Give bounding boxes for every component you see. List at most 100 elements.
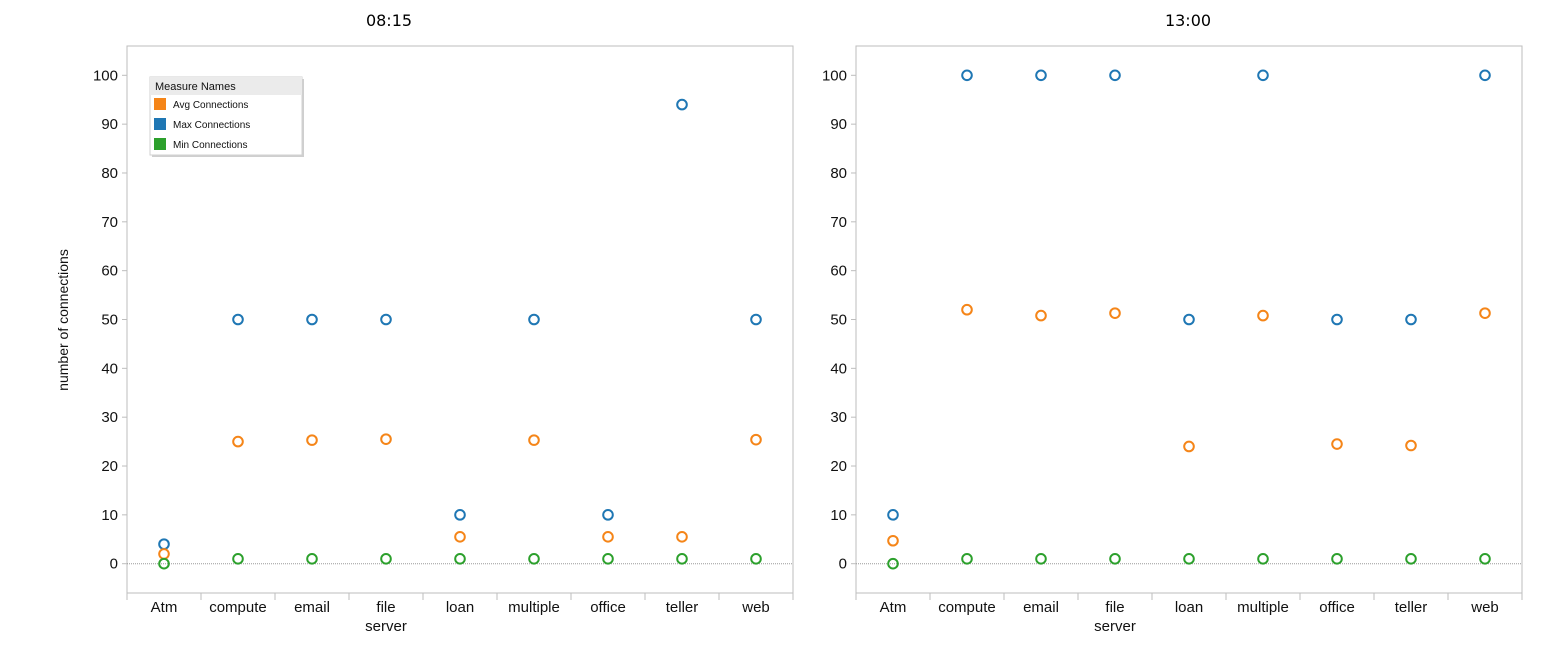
point-avg-web [750, 433, 762, 446]
y-tick-label: 70 [101, 214, 118, 231]
point-min-file-server [1109, 553, 1121, 565]
y-tick-label: 90 [101, 116, 118, 133]
x-tick-label: email [1023, 599, 1059, 616]
y-tick-label: 30 [101, 409, 118, 426]
point-avg-multiple [1257, 309, 1269, 322]
point-avg-loan [1183, 440, 1195, 453]
x-tick-label: loan [446, 599, 474, 616]
point-max-loan [1183, 313, 1195, 326]
point-max-web [750, 313, 762, 326]
point-avg-multiple [528, 434, 540, 446]
point-min-loan [454, 553, 466, 565]
x-tick-label: compute [938, 599, 996, 616]
x-tick-label: multiple [508, 599, 560, 616]
x-tick-label: office [590, 599, 626, 616]
y-tick-label: 60 [101, 263, 118, 280]
point-min-office [602, 553, 614, 565]
point-avg-compute [232, 435, 244, 448]
point-avg-Atm [158, 548, 170, 560]
y-axis-label: number of connections [55, 249, 71, 391]
point-max-file-server [1109, 69, 1121, 82]
legend-swatch [154, 138, 166, 150]
y-tick-label: 40 [830, 360, 847, 377]
y-tick-label: 100 [822, 67, 847, 84]
y-tick-label: 20 [101, 458, 118, 475]
point-min-loan [1183, 553, 1195, 565]
point-max-email [306, 313, 318, 326]
point-avg-loan [454, 531, 466, 543]
point-min-teller [676, 553, 688, 565]
point-avg-teller [676, 531, 688, 543]
point-min-web [750, 553, 762, 565]
point-max-compute [232, 313, 244, 326]
legend-header [150, 77, 302, 95]
legend-swatch [154, 118, 166, 130]
point-max-multiple [1257, 69, 1269, 82]
x-tick-label: compute [209, 599, 267, 616]
x-tick-label: multiple [1237, 599, 1289, 616]
legend-item-label: Min Connections [173, 140, 247, 151]
point-max-web [1479, 69, 1491, 82]
point-min-multiple [528, 553, 540, 565]
point-avg-Atm [887, 534, 899, 547]
x-tick-label: Atm [880, 599, 907, 616]
y-tick-label: 30 [830, 409, 847, 426]
plot-frame [855, 45, 1523, 594]
legend-item-label: Avg Connections [173, 100, 248, 111]
x-tick-label: file server [365, 599, 407, 635]
point-min-multiple [1257, 553, 1269, 565]
point-max-teller [676, 98, 688, 111]
point-avg-file-server [1109, 307, 1121, 319]
point-min-email [306, 553, 318, 565]
y-tick-label: 90 [830, 116, 847, 133]
point-min-teller [1405, 553, 1417, 565]
y-tick-label: 40 [101, 360, 118, 377]
point-avg-office [602, 531, 614, 543]
y-tick-label: 0 [110, 556, 118, 573]
x-tick-label: web [741, 599, 770, 616]
y-tick-label: 80 [101, 165, 118, 182]
y-tick-label: 70 [830, 214, 847, 231]
y-tick-label: 100 [93, 67, 118, 84]
point-max-email [1035, 69, 1047, 82]
y-tick-label: 60 [830, 263, 847, 280]
x-tick-label: teller [666, 599, 699, 616]
point-min-Atm [158, 557, 170, 570]
point-min-file-server [380, 553, 392, 565]
point-avg-email [306, 434, 318, 446]
point-min-office [1331, 553, 1343, 565]
y-tick-label: 10 [101, 507, 118, 524]
point-avg-web [1479, 307, 1491, 319]
point-min-email [1035, 553, 1047, 565]
legend: Measure Names Avg Connections Max Connecti… [149, 76, 304, 157]
y-tick-label: 50 [101, 312, 118, 329]
y-tick-label: 0 [839, 556, 847, 573]
point-max-compute [961, 69, 973, 82]
legend-item-label: Max Connections [173, 120, 250, 131]
point-max-teller [1405, 313, 1417, 326]
chart-title: 13:00 [1165, 11, 1211, 30]
point-max-Atm [158, 538, 170, 550]
x-tick-label: web [1470, 599, 1499, 616]
legend-title: Measure Names [155, 81, 236, 93]
point-max-Atm [887, 509, 899, 521]
point-max-office [602, 509, 614, 521]
x-tick-label: email [294, 599, 330, 616]
point-avg-teller [1405, 439, 1417, 452]
point-min-web [1479, 553, 1491, 565]
point-avg-file-server [380, 433, 392, 445]
chart-panel-2: 13:00 0 10 20 30 40 50 60 70 80 90 100 Atm compute ema… [822, 11, 1523, 635]
y-tick-label: 20 [830, 458, 847, 475]
x-tick-label: loan [1175, 599, 1203, 616]
y-tick-label: 50 [830, 312, 847, 329]
x-tick-label: office [1319, 599, 1355, 616]
point-min-Atm [887, 557, 899, 570]
x-tick-label: Atm [151, 599, 178, 616]
point-avg-compute [961, 303, 973, 316]
legend-swatch [154, 98, 166, 110]
point-avg-office [1331, 438, 1343, 450]
point-min-compute [232, 553, 244, 565]
point-max-file-server [380, 313, 392, 326]
chart-panel-1: 08:15 0 10 20 30 40 50 60 70 80 90 100 number of con… [55, 11, 794, 635]
